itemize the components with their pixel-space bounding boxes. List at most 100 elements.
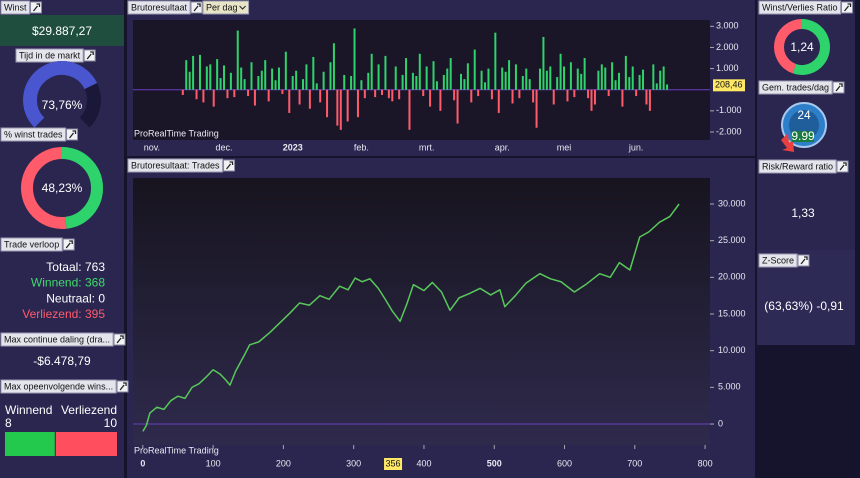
wrench-icon — [116, 335, 124, 344]
value-marker-label: 208,46 — [715, 80, 743, 90]
bar — [356, 89, 359, 118]
bar — [274, 80, 277, 90]
y-tick-label: 30.000 — [718, 198, 746, 208]
bar — [525, 68, 528, 90]
y-tick-label: 0 — [718, 418, 723, 428]
bar — [247, 89, 250, 97]
bar — [611, 62, 614, 90]
bar — [635, 89, 638, 97]
bar — [233, 89, 236, 98]
bar — [353, 28, 356, 90]
bar — [312, 56, 315, 90]
gem-value-bg — [792, 131, 814, 142]
bar — [477, 89, 480, 97]
bar — [377, 64, 380, 90]
bar — [446, 68, 449, 90]
bar — [271, 68, 274, 90]
bar — [662, 66, 665, 90]
x-tick-label: 600 — [557, 458, 572, 468]
y-tick-label: 2.000 — [716, 42, 739, 52]
panel-header — [0, 379, 117, 394]
bar — [198, 54, 201, 90]
bar — [456, 89, 459, 124]
trades-plot — [133, 178, 710, 445]
y-tick-label: 1.000 — [716, 63, 739, 73]
panel-header — [0, 127, 67, 142]
ratio-loss — [774, 19, 803, 74]
bar — [295, 70, 298, 90]
bar — [226, 89, 229, 99]
bar — [490, 89, 493, 100]
bar — [398, 89, 401, 100]
bar — [418, 53, 421, 90]
bar — [391, 89, 394, 102]
panel-header — [0, 237, 63, 252]
panel-title: Trade verloop — [4, 239, 59, 249]
z-score-value: (63,63%) -0,91 — [764, 299, 844, 313]
wrench-icon — [835, 83, 843, 92]
bar — [631, 66, 634, 90]
bar — [243, 79, 246, 90]
bar — [188, 71, 191, 90]
panel-title: Risk/Reward ratio — [762, 161, 833, 171]
bar — [487, 68, 490, 90]
trade-row-value: 368 — [85, 276, 105, 290]
bar — [339, 89, 342, 130]
bar — [209, 64, 212, 90]
x-tick-label: 0 — [140, 458, 145, 468]
ratio-value: 1,24 — [790, 40, 814, 54]
bar — [590, 89, 593, 111]
bar — [236, 30, 239, 90]
bar — [229, 72, 232, 90]
verliezend-label: Verliezend — [61, 403, 117, 417]
winst-trades-value: 48,23% — [42, 181, 83, 195]
verliezend-bar — [55, 432, 117, 456]
bar — [583, 58, 586, 90]
winnend-value: 8 — [5, 416, 12, 430]
bar — [260, 70, 263, 90]
bar — [480, 70, 483, 90]
bar — [394, 66, 397, 90]
bar — [315, 83, 318, 90]
y-tick-label: -1.000 — [716, 105, 742, 115]
bar — [514, 64, 517, 90]
y-tick-label: 5.000 — [718, 382, 741, 392]
trade-row-label: Verliezend: — [22, 307, 81, 321]
panel-title: Tijd in de markt — [19, 50, 81, 60]
content: Winst $29.887,27 Tijd in de markt 73,76% % w… — [0, 0, 855, 470]
period-dropdown[interactable] — [202, 0, 250, 15]
x-tick-label: 2023 — [283, 142, 303, 152]
bar — [439, 89, 442, 111]
bar — [415, 75, 418, 90]
bar — [360, 80, 363, 90]
bar — [559, 53, 562, 90]
trade-row-value: 395 — [85, 307, 105, 321]
bar — [600, 64, 603, 90]
bar — [442, 74, 445, 90]
panel-title: Gem. trades/dag — [762, 82, 829, 92]
trade-row-value: 0 — [98, 292, 105, 306]
bar — [497, 89, 500, 113]
bar — [219, 78, 222, 90]
x-tick-label: 100 — [206, 458, 221, 468]
bar — [470, 89, 473, 103]
bar — [422, 89, 425, 97]
panel-title: Brutoresultaat — [131, 2, 188, 12]
trade-row-label: Neutraal: — [46, 292, 95, 306]
panel-header — [15, 48, 84, 63]
bar — [484, 82, 487, 90]
x-tick-label: apr. — [495, 142, 510, 152]
bar — [597, 70, 600, 90]
x-marker-label: 356 — [386, 458, 401, 468]
bar — [329, 62, 332, 90]
bar — [532, 89, 535, 103]
bar — [195, 89, 198, 100]
clock-label: 24 — [797, 108, 811, 122]
bar — [264, 60, 267, 90]
gauge-fill — [23, 61, 98, 128]
donut-win — [61, 147, 103, 229]
bar — [659, 70, 662, 90]
bar — [566, 89, 569, 102]
max-daling-value: -$6.478,79 — [33, 354, 91, 368]
bar — [569, 62, 572, 90]
